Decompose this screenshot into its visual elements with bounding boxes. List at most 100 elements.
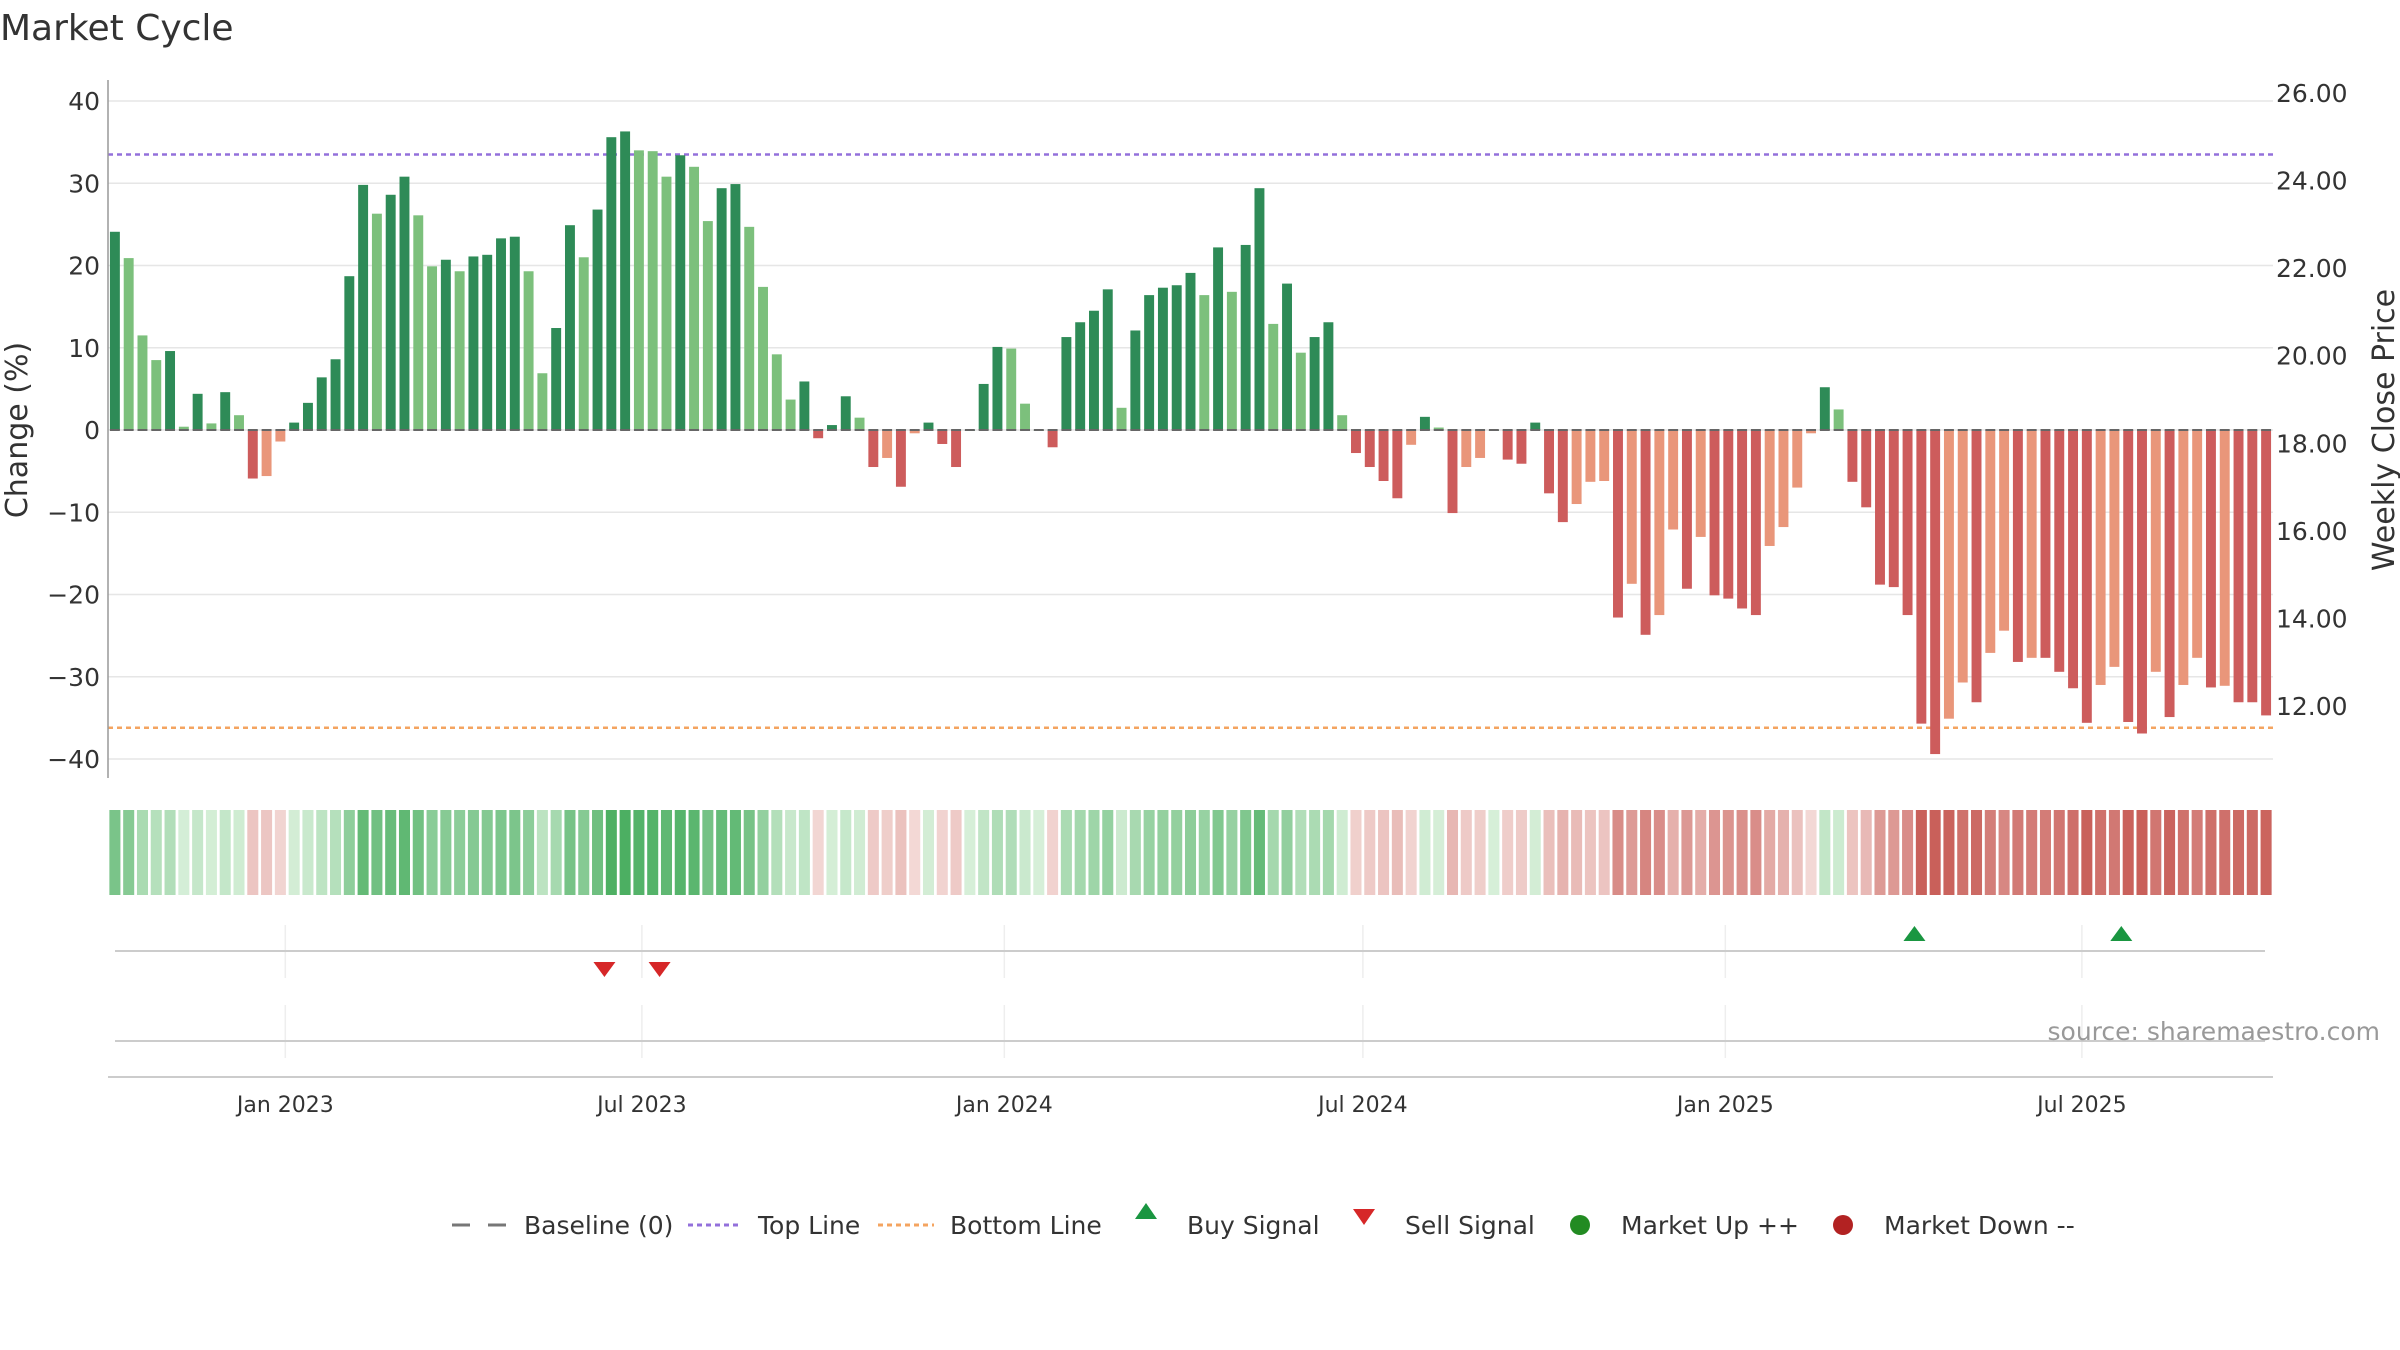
intensity-cell — [1502, 810, 1514, 895]
intensity-cell — [1529, 810, 1541, 895]
y2-tick-label: 16.00 — [2276, 517, 2348, 546]
bar — [523, 271, 534, 430]
intensity-cell — [743, 810, 755, 895]
intensity-cell — [854, 810, 866, 895]
intensity-cell — [2108, 810, 2120, 895]
intensity-cell — [660, 810, 673, 895]
bar — [1654, 430, 1665, 616]
bar — [165, 351, 176, 430]
intensity-cell — [1805, 810, 1817, 895]
bar — [2192, 430, 2203, 658]
intensity-cell — [729, 810, 741, 895]
intensity-cell — [495, 810, 507, 895]
intensity-cell — [592, 810, 604, 895]
bar — [1433, 427, 1444, 430]
sell-signal-marker — [648, 962, 671, 977]
bar — [1047, 430, 1058, 448]
intensity-cell — [1640, 810, 1652, 895]
intensity-cell — [895, 810, 907, 895]
market-up-legend-icon — [1570, 1215, 1590, 1235]
bar — [1957, 430, 1968, 683]
bar — [2109, 430, 2120, 667]
intensity-cell — [233, 810, 245, 895]
change-bars — [109, 131, 2272, 755]
bar — [2026, 430, 2037, 658]
buy-signal-legend-icon — [1135, 1203, 1157, 1219]
bar — [1530, 422, 1541, 430]
bar — [771, 354, 782, 430]
bar — [454, 271, 465, 430]
intensity-cell — [1874, 810, 1886, 895]
bar — [1295, 352, 1306, 430]
x-tick-label: Jul 2025 — [2035, 1093, 2127, 1118]
intensity-cell — [1626, 810, 1638, 895]
bar — [620, 131, 631, 430]
intensity-cell — [1833, 810, 1845, 895]
bar — [1930, 430, 1941, 755]
bar — [2150, 430, 2161, 672]
intensity-cell — [164, 810, 176, 895]
bar — [578, 257, 589, 430]
intensity-cell — [1571, 810, 1583, 895]
intensity-cell — [2191, 810, 2203, 895]
intensity-cell — [1612, 810, 1624, 895]
intensity-cell — [2067, 810, 2079, 895]
intensity-cell — [1433, 810, 1445, 895]
bar — [1351, 430, 1361, 454]
y2-tick-label: 22.00 — [2276, 254, 2348, 283]
source-label: source: sharemaestro.com — [2048, 1017, 2381, 1046]
intensity-cell — [1060, 810, 1072, 895]
bar — [1006, 348, 1017, 430]
intensity-cell — [1102, 810, 1114, 895]
bar — [937, 430, 948, 444]
y2-tick-label: 26.00 — [2276, 79, 2348, 108]
sell-signal-legend-icon — [1353, 1209, 1375, 1225]
legend-label: Buy Signal — [1187, 1211, 1320, 1240]
intensity-cell — [1171, 810, 1183, 895]
bar — [1819, 387, 1830, 430]
bar — [551, 328, 562, 430]
bar — [371, 213, 382, 430]
bar — [1847, 430, 1858, 482]
intensity-cell — [991, 810, 1003, 895]
intensity-cell — [1446, 810, 1459, 895]
intensity-cell — [978, 810, 990, 895]
bar — [1695, 430, 1706, 537]
bar — [302, 402, 313, 430]
bar — [1943, 430, 1954, 719]
legend-label: Sell Signal — [1405, 1211, 1535, 1240]
bar — [1061, 337, 1072, 430]
intensity-cell — [1309, 810, 1321, 895]
bar — [1599, 430, 1610, 481]
bar — [2054, 430, 2065, 672]
intensity-cell — [1943, 810, 1955, 895]
x-tick-label: Jan 2023 — [235, 1093, 334, 1118]
bar — [1902, 430, 1913, 616]
intensity-cell — [536, 810, 548, 895]
intensity-cell — [785, 810, 797, 895]
intensity-cell — [1336, 810, 1348, 895]
bar — [840, 396, 851, 430]
bar — [413, 215, 424, 430]
intensity-cell — [881, 810, 893, 895]
bar — [1778, 430, 1789, 528]
bar — [399, 176, 410, 430]
bar — [2178, 430, 2189, 685]
bar — [716, 188, 727, 430]
intensity-cell — [578, 810, 590, 895]
market-panel — [115, 1005, 2265, 1058]
intensity-cell — [2177, 810, 2189, 895]
bar — [1185, 272, 1196, 430]
bar — [468, 256, 479, 430]
intensity-cell — [867, 810, 879, 895]
intensity-cell — [523, 810, 535, 895]
intensity-cell — [1364, 810, 1376, 895]
intensity-cell — [302, 810, 314, 895]
intensity-cell — [1143, 810, 1155, 895]
reference-lines — [108, 153, 2273, 729]
bar — [151, 360, 162, 430]
intensity-cell — [1033, 810, 1045, 895]
bar — [799, 381, 810, 430]
y-tick-label: −40 — [47, 745, 100, 774]
intensity-cell — [1198, 810, 1210, 895]
